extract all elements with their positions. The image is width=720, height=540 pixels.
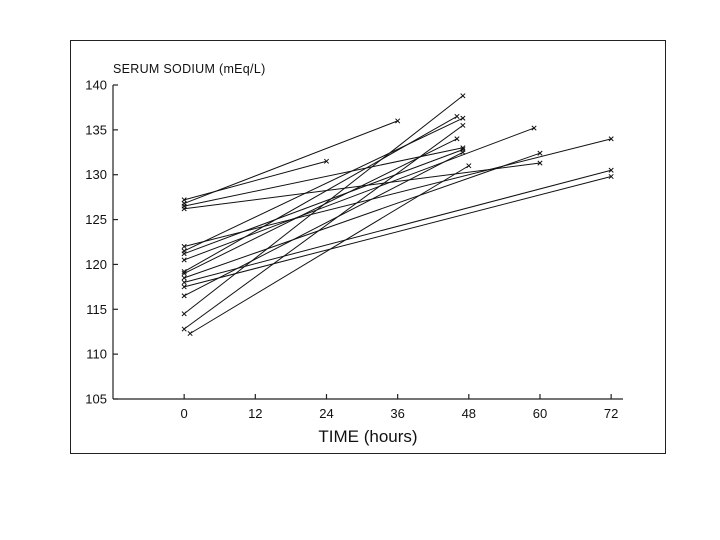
series-1 bbox=[181, 158, 330, 203]
series-16 bbox=[181, 122, 466, 332]
series-line bbox=[183, 124, 464, 330]
x-tick-label: 36 bbox=[390, 406, 404, 421]
y-tick-label: 105 bbox=[85, 392, 107, 407]
data-point-marker bbox=[537, 160, 543, 166]
series-line bbox=[183, 149, 464, 255]
data-point-marker bbox=[608, 173, 614, 180]
x-tick-label: 72 bbox=[604, 406, 618, 421]
series-7 bbox=[181, 147, 466, 257]
data-point-marker bbox=[181, 257, 187, 263]
y-tick-label: 120 bbox=[85, 257, 107, 272]
data-point-marker bbox=[181, 251, 187, 257]
data-point-marker bbox=[466, 163, 472, 169]
series-11 bbox=[181, 150, 543, 281]
data-point-marker bbox=[460, 149, 466, 155]
y-tick-label: 130 bbox=[85, 167, 107, 182]
data-point-marker bbox=[181, 326, 187, 332]
data-point-marker bbox=[181, 293, 187, 299]
series-line bbox=[183, 151, 464, 297]
data-point-marker bbox=[460, 93, 466, 99]
data-point-marker bbox=[460, 145, 466, 151]
series-line bbox=[183, 152, 541, 279]
data-point-marker bbox=[181, 284, 187, 290]
series-17 bbox=[187, 163, 472, 337]
series-10 bbox=[181, 136, 460, 276]
series-9 bbox=[181, 113, 460, 275]
series-15 bbox=[181, 93, 466, 317]
series-layer bbox=[181, 93, 614, 337]
series-line bbox=[184, 176, 612, 288]
series-line bbox=[189, 165, 470, 334]
y-tick-label: 125 bbox=[85, 212, 107, 227]
series-line bbox=[184, 160, 327, 201]
data-point-marker bbox=[187, 330, 193, 337]
y-tick-label: 140 bbox=[85, 78, 107, 93]
series-5 bbox=[181, 136, 614, 250]
data-point-marker bbox=[537, 150, 543, 156]
data-point-marker bbox=[181, 275, 187, 281]
y-tick-label: 115 bbox=[86, 302, 107, 317]
x-tick-label: 48 bbox=[462, 406, 476, 421]
data-point-marker bbox=[181, 243, 187, 250]
x-axis-label: TIME (hours) bbox=[318, 427, 417, 446]
series-2 bbox=[181, 118, 401, 206]
series-14 bbox=[181, 149, 466, 299]
x-tick-label: 0 bbox=[181, 406, 188, 421]
series-line bbox=[184, 169, 612, 283]
series-line bbox=[184, 147, 463, 207]
x-tick-label: 24 bbox=[319, 406, 333, 421]
series-line bbox=[183, 138, 458, 274]
data-point-marker bbox=[181, 270, 187, 276]
y-axis-label: SERUM SODIUM (mEq/L) bbox=[113, 62, 266, 76]
axes: 105 110 115 120 125 130 135 140 0 12 24 36 48 60 72 bbox=[85, 78, 623, 421]
line-chart: SERUM SODIUM (mEq/L) TIME (hours) 105 110… bbox=[85, 62, 623, 446]
data-point-marker bbox=[454, 113, 460, 119]
data-point-marker bbox=[181, 206, 187, 212]
data-point-marker bbox=[181, 311, 187, 317]
chart-figure: SERUM SODIUM (mEq/L) TIME (hours) 105 110… bbox=[70, 40, 666, 454]
y-tick-label: 110 bbox=[86, 347, 107, 362]
series-line bbox=[184, 138, 612, 247]
series-line bbox=[183, 115, 458, 273]
data-point-marker bbox=[395, 118, 401, 124]
series-line bbox=[183, 117, 464, 252]
x-tick-label: 60 bbox=[533, 406, 547, 421]
series-line bbox=[183, 95, 464, 315]
data-point-marker bbox=[323, 158, 330, 164]
data-point-marker bbox=[608, 167, 614, 173]
series-13 bbox=[181, 173, 614, 290]
data-point-marker bbox=[460, 122, 466, 128]
series-12 bbox=[181, 167, 614, 285]
data-point-marker bbox=[608, 136, 614, 142]
data-point-marker bbox=[460, 115, 466, 121]
series-line bbox=[183, 120, 398, 204]
y-tick-label: 135 bbox=[85, 122, 107, 137]
series-6 bbox=[181, 115, 466, 254]
x-tick-label: 12 bbox=[248, 406, 262, 421]
data-point-marker bbox=[454, 136, 460, 142]
data-point-marker bbox=[181, 279, 187, 285]
data-point-marker bbox=[531, 125, 537, 131]
series-line bbox=[183, 127, 535, 261]
